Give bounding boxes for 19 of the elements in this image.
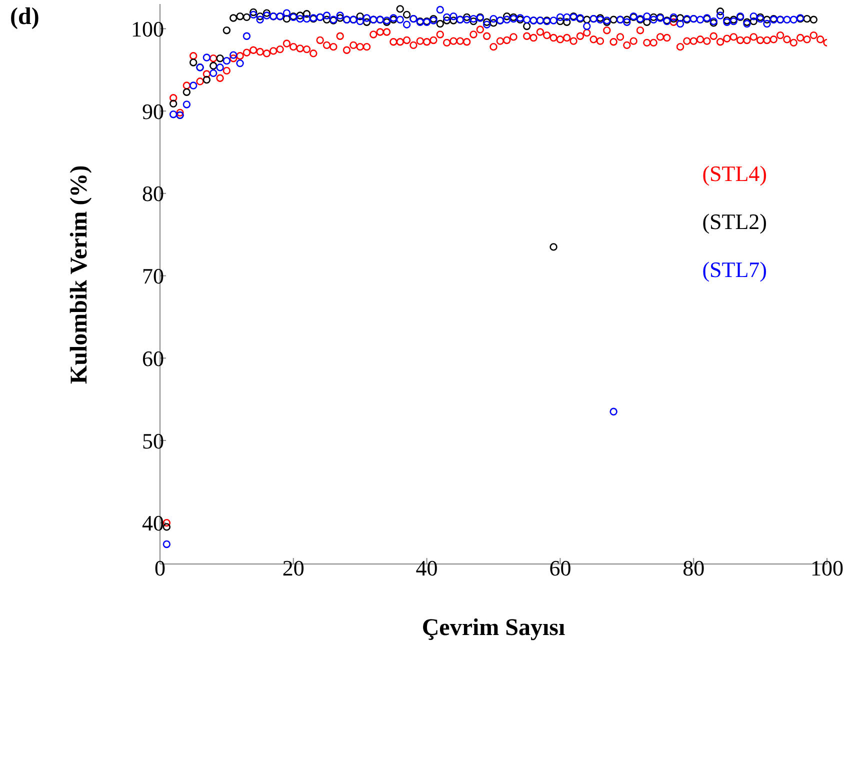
- y-tick-label: 90: [142, 98, 164, 124]
- y-tick-label: 40: [142, 510, 164, 536]
- y-tick-label: 70: [142, 264, 164, 289]
- y-tick-label: 50: [142, 428, 164, 454]
- text: (STL4): [702, 160, 767, 188]
- x-tick-label: 20: [282, 556, 304, 581]
- x-tick-label: 80: [682, 556, 705, 581]
- text: (STL2): [702, 208, 767, 236]
- x-tick-label: 0: [154, 556, 166, 581]
- text: (STL7): [702, 256, 767, 284]
- y-axis-title: Kulombik Verim (%): [66, 165, 93, 384]
- x-tick-label: 40: [416, 556, 438, 581]
- x-axis-title: Çevrim Sayısı: [422, 615, 566, 641]
- y-tick-label: 60: [142, 346, 164, 371]
- x-tick-label: 100: [810, 556, 844, 581]
- x-tick-label: 60: [549, 556, 572, 581]
- y-tick-label: 80: [142, 181, 164, 206]
- y-tick-label: 100: [131, 16, 164, 42]
- chart-title: (d): [10, 4, 40, 31]
